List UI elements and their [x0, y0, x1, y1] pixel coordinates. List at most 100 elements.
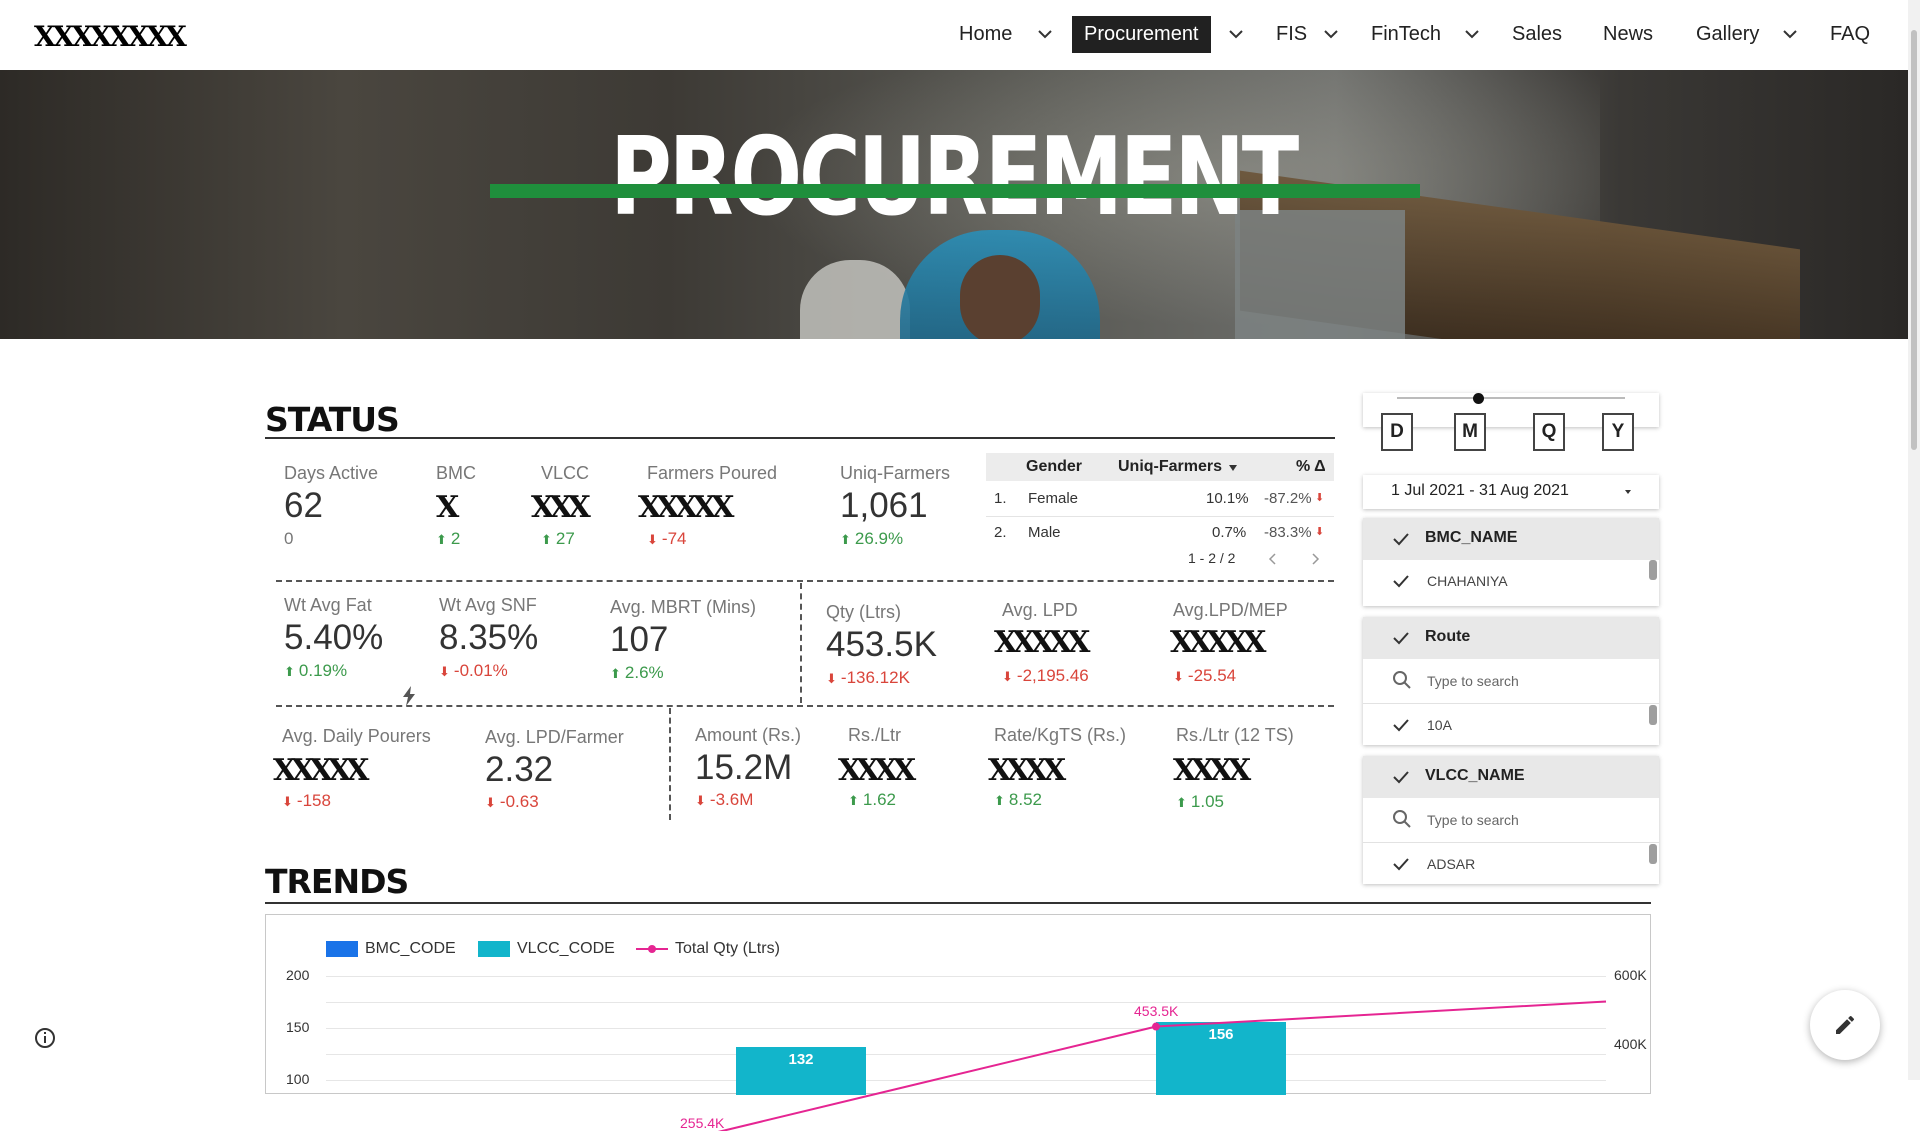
gridline	[326, 976, 1606, 977]
nav-faq[interactable]: FAQ	[1830, 23, 1871, 45]
route-filter-label: Route	[1425, 628, 1471, 645]
hero-banner: PROCUREMENT	[0, 70, 1908, 339]
divider	[1363, 703, 1659, 704]
check-icon[interactable]	[1391, 854, 1411, 874]
vlcc-option[interactable]: ADSAR	[1427, 856, 1476, 872]
period-month-button[interactable]: M	[1454, 413, 1486, 451]
vlcc-filter-header[interactable]: VLCC_NAME	[1363, 756, 1659, 798]
nav-gallery[interactable]: Gallery	[1696, 23, 1760, 45]
kpi-delta: ⬆ 2.6%	[610, 663, 664, 683]
bmc-filter-label: BMC_NAME	[1425, 529, 1518, 546]
kpi-delta: ⬇ -74	[647, 529, 686, 549]
kpi-label: Farmers Poured	[647, 463, 778, 483]
route-option[interactable]: 10A	[1427, 717, 1452, 733]
bmc-option[interactable]: CHAHANIYA	[1427, 573, 1508, 589]
kpi-delta: ⬆ 1.05	[1176, 792, 1224, 812]
kpi-delta-value: -3.6M	[709, 790, 754, 809]
kpi-label: Avg. Daily Pourers	[282, 726, 431, 746]
check-icon[interactable]	[1391, 628, 1411, 648]
period-slider-handle[interactable]	[1473, 393, 1484, 404]
sort-desc-icon[interactable]	[1229, 464, 1237, 472]
page-scrollbar-thumb[interactable]	[1911, 30, 1917, 450]
bmc-list-scrollbar[interactable]	[1649, 560, 1657, 580]
chevron-down-icon[interactable]	[1036, 25, 1054, 43]
kpi-value: 8.35%	[439, 618, 539, 657]
route-search-input[interactable]: Type to search	[1427, 673, 1519, 689]
table-header-uniq-farmers[interactable]: Uniq-Farmers	[1118, 458, 1223, 475]
kpi-value: 2.32	[485, 750, 554, 789]
check-icon[interactable]	[1391, 571, 1411, 591]
kpi-delta-value: 27	[555, 529, 575, 548]
kpi-delta: ⬇ -136.12K	[826, 668, 910, 688]
legend-label-bmc-code[interactable]: BMC_CODE	[365, 940, 456, 957]
nav-procurement[interactable]: Procurement	[1072, 16, 1211, 53]
check-icon[interactable]	[1391, 715, 1411, 735]
table-header-gender[interactable]: Gender	[1026, 458, 1083, 475]
route-filter-header[interactable]: Route	[1363, 617, 1659, 659]
chart-point[interactable]	[1152, 1022, 1160, 1031]
nav-news[interactable]: News	[1603, 23, 1654, 45]
kpi-delta-value: -2,195.46	[1016, 666, 1089, 685]
edit-button[interactable]	[1810, 990, 1880, 1060]
kpi-label: Rate/KgTS (Rs.)	[994, 725, 1127, 745]
site-logo[interactable]: XXXXXXXX	[34, 20, 187, 53]
gridline	[326, 1028, 1606, 1029]
kpi-value-masked: XXXX	[838, 753, 916, 788]
kpi-value: 62	[284, 486, 323, 525]
series-line	[717, 1000, 1607, 1131]
kpi-delta: ⬆ 1.62	[848, 790, 896, 810]
vlcc-search-input[interactable]: Type to search	[1427, 812, 1519, 828]
info-icon[interactable]	[34, 1027, 56, 1049]
table-header-pct-delta[interactable]: % Δ	[1296, 458, 1326, 475]
period-slider-track[interactable]	[1397, 397, 1625, 399]
chevron-down-icon[interactable]	[1781, 25, 1799, 43]
kpi-delta: ⬇ -0.01%	[439, 661, 508, 681]
arrow-down-icon: ⬇	[1002, 669, 1013, 684]
period-year-button[interactable]: Y	[1602, 413, 1634, 451]
kpi-value-masked: XXX	[531, 490, 591, 525]
legend-label-total-qty[interactable]: Total Qty (Ltrs)	[675, 940, 780, 957]
table-pagination: 1 - 2 / 2	[1188, 550, 1236, 566]
row-index: 1.	[994, 490, 1007, 507]
period-day-button[interactable]: D	[1381, 413, 1413, 451]
table-row-divider	[986, 516, 1334, 517]
kpi-delta-value: -0.01%	[453, 661, 508, 680]
chevron-down-icon[interactable]	[1322, 25, 1340, 43]
bmc-filter-header[interactable]: BMC_NAME	[1363, 518, 1659, 560]
legend-line-total-qty	[636, 945, 668, 953]
next-page-icon[interactable]	[1308, 552, 1322, 566]
kpi-label: VLCC	[541, 463, 590, 483]
nav-fintech[interactable]: FinTech	[1371, 23, 1442, 45]
nav-fis[interactable]: FIS	[1276, 23, 1308, 45]
kpi-label: BMC	[436, 463, 476, 483]
kpi-label: Avg.LPD/MEP	[1173, 600, 1288, 620]
kpi-delta: ⬆ 27	[541, 529, 575, 549]
kpi-delta-value: 26.9%	[854, 529, 904, 548]
vlcc-list-scrollbar[interactable]	[1649, 844, 1657, 864]
kpi-delta-value: 8.52	[1008, 790, 1042, 809]
dropdown-arrow-icon[interactable]	[1623, 488, 1633, 496]
kpi-value-masked: XXXXX	[638, 490, 734, 525]
prev-page-icon[interactable]	[1266, 552, 1280, 566]
kpi-value-masked: XXXXX	[994, 625, 1090, 660]
route-list-scrollbar[interactable]	[1649, 705, 1657, 725]
dashed-divider	[276, 580, 1334, 582]
kpi-delta: ⬇ -3.6M	[695, 790, 753, 810]
arrow-up-icon: ⬆	[610, 666, 621, 681]
hero-photo-person-head	[960, 255, 1040, 339]
date-range-picker[interactable]: 1 Jul 2021 - 31 Aug 2021	[1363, 475, 1659, 509]
y-axis-tick: 150	[286, 1019, 310, 1035]
check-icon[interactable]	[1391, 529, 1411, 549]
chevron-down-icon[interactable]	[1463, 25, 1481, 43]
chevron-down-icon[interactable]	[1227, 25, 1245, 43]
check-icon[interactable]	[1391, 767, 1411, 787]
arrow-down-icon: ⬇	[439, 664, 450, 679]
divider	[1363, 842, 1659, 843]
bar-data-label: 132	[788, 1050, 814, 1068]
kpi-value: 15.2M	[695, 748, 793, 787]
period-quarter-button[interactable]: Q	[1533, 413, 1565, 451]
legend-label-vlcc-code[interactable]: VLCC_CODE	[517, 940, 615, 957]
kpi-delta: ⬇ -158	[282, 791, 331, 811]
nav-home[interactable]: Home	[959, 23, 1013, 45]
nav-sales[interactable]: Sales	[1512, 23, 1563, 45]
